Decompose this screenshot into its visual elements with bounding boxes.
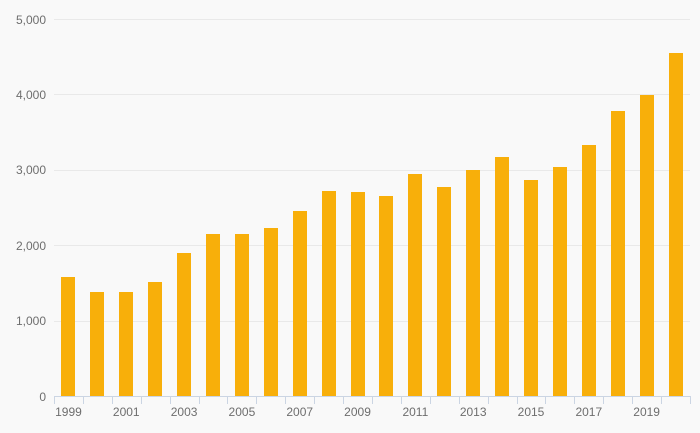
bar-2015[interactable] [524, 180, 538, 397]
x-axis-tick [516, 396, 518, 404]
y-axis-label: 3,000 [15, 163, 46, 178]
bar-2016[interactable] [552, 166, 567, 397]
x-axis-tick [169, 396, 171, 404]
bar-2018[interactable] [610, 110, 625, 397]
gridline-4,000 [54, 94, 690, 96]
x-axis-label: 2007 [286, 404, 314, 419]
x-axis-tick [429, 396, 431, 404]
bar-2002[interactable] [148, 281, 163, 397]
bar-2003[interactable] [177, 253, 192, 397]
x-axis-tick [690, 396, 691, 404]
x-axis-tick [111, 396, 113, 404]
x-axis-tick [603, 396, 605, 404]
x-axis-tick [661, 396, 663, 404]
x-axis-tick [343, 396, 345, 404]
x-axis-tick [140, 396, 142, 404]
y-axis-label: 4,000 [15, 87, 46, 102]
bar-2011[interactable] [408, 174, 423, 397]
bar-2006[interactable] [263, 227, 278, 397]
x-axis-label: 2005 [228, 404, 256, 419]
bar-2019[interactable] [639, 94, 654, 397]
x-axis-tick [487, 396, 489, 404]
x-axis-tick [227, 396, 229, 404]
x-axis-label: 2009 [344, 404, 371, 419]
bar-2001[interactable] [119, 291, 134, 397]
x-axis-tick [574, 396, 576, 404]
x-axis-tick [198, 396, 200, 404]
x-axis-tick [458, 396, 460, 404]
bar-2004[interactable] [206, 234, 220, 397]
bar-2012[interactable] [437, 186, 452, 397]
x-axis-label: 2011 [402, 404, 429, 419]
bar-2009[interactable] [350, 192, 365, 397]
bar-2008[interactable] [321, 190, 336, 397]
gridline-2,000 [54, 245, 690, 247]
y-axis-label: 5,000 [15, 12, 46, 27]
bar-2000[interactable] [90, 291, 105, 397]
x-axis-tick [400, 396, 402, 404]
x-axis-label: 2019 [633, 404, 660, 419]
x-axis-tick [545, 396, 547, 404]
x-axis-tick [314, 396, 316, 404]
bar-2017[interactable] [581, 144, 596, 397]
y-axis-label: 0 [39, 389, 46, 404]
bar-2013[interactable] [466, 169, 481, 397]
bar-2005[interactable] [234, 234, 249, 397]
x-axis-tick [285, 396, 287, 404]
x-axis-tick [632, 396, 634, 404]
gridline-1,000 [54, 320, 690, 322]
x-axis-tick [256, 396, 258, 404]
x-axis-label: 1999 [55, 404, 82, 419]
x-axis-label: 2013 [459, 404, 487, 419]
gridline-5,000 [54, 19, 690, 20]
bar-1999[interactable] [61, 276, 76, 397]
x-axis-tick [82, 396, 84, 404]
y-axis-label: 1,000 [15, 314, 46, 329]
gridline-3,000 [54, 169, 690, 171]
x-axis-label: 2017 [575, 404, 603, 419]
bar-2010[interactable] [379, 195, 394, 397]
x-axis-tick [54, 396, 55, 404]
y-axis-label: 2,000 [15, 238, 46, 253]
x-axis-label: 2003 [170, 404, 198, 419]
x-axis-label: 2015 [517, 404, 545, 419]
x-axis-tick [372, 396, 373, 404]
bar-2014[interactable] [495, 156, 510, 397]
bar-2007[interactable] [292, 211, 307, 397]
x-axis-label: 2001 [112, 404, 140, 419]
bar-2020[interactable] [668, 52, 683, 397]
